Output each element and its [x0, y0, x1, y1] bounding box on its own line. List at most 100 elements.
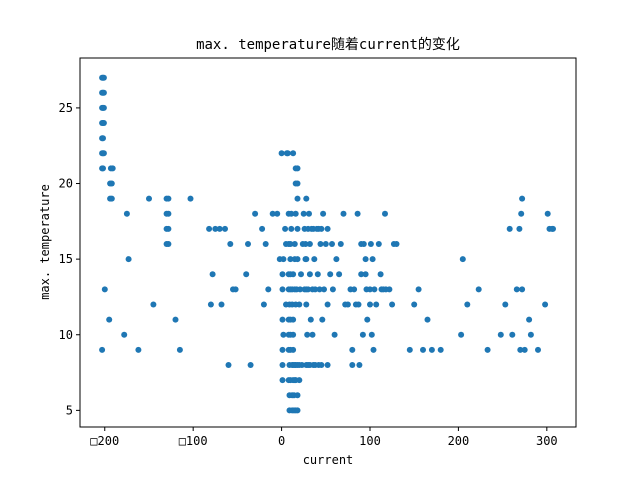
data-point	[389, 301, 396, 308]
data-point	[333, 256, 340, 263]
data-point	[424, 316, 431, 323]
data-point	[459, 256, 466, 263]
data-point	[222, 225, 228, 232]
data-point	[291, 241, 298, 247]
data-point	[150, 301, 157, 308]
data-point	[406, 346, 413, 353]
data-point	[165, 241, 172, 247]
data-point	[302, 241, 309, 247]
data-point	[415, 286, 422, 293]
data-point	[362, 256, 369, 263]
data-point	[340, 210, 347, 217]
data-point	[411, 301, 418, 308]
data-point	[294, 180, 301, 187]
data-point	[484, 346, 491, 353]
data-point	[367, 286, 373, 293]
points-layer	[99, 74, 556, 414]
data-point	[259, 225, 266, 232]
data-point	[304, 331, 311, 338]
data-point	[359, 331, 366, 338]
data-point	[375, 241, 382, 247]
data-point	[108, 180, 115, 187]
data-point	[344, 301, 351, 308]
data-point	[165, 210, 172, 217]
data-point	[526, 316, 533, 323]
data-point	[294, 165, 301, 172]
data-point	[351, 286, 358, 293]
data-point	[100, 135, 106, 142]
data-point	[320, 210, 327, 217]
data-point	[109, 165, 116, 172]
data-point	[274, 210, 281, 217]
x-axis-ticks: □200 □100 0 100 200 300	[90, 427, 558, 448]
data-point	[298, 362, 305, 368]
data-point	[100, 89, 107, 96]
data-point	[317, 241, 324, 247]
data-point	[290, 331, 297, 338]
data-point	[337, 241, 344, 247]
data-point	[437, 346, 444, 353]
data-point	[100, 150, 107, 157]
data-point	[279, 377, 286, 384]
data-point	[428, 346, 435, 353]
data-point	[542, 301, 549, 308]
data-point	[367, 241, 374, 247]
data-point	[370, 346, 377, 353]
data-point	[377, 271, 384, 278]
data-point	[100, 120, 107, 126]
data-point	[318, 362, 325, 368]
data-point	[305, 286, 312, 293]
data-point	[279, 316, 286, 323]
data-point	[209, 271, 216, 278]
data-point	[106, 316, 113, 323]
data-point	[306, 271, 313, 278]
y-tick-label: 15	[59, 252, 73, 266]
y-tick-label: 5	[66, 403, 73, 417]
data-point	[321, 286, 327, 293]
data-point	[216, 225, 223, 232]
data-point	[165, 195, 172, 202]
data-point	[475, 286, 482, 293]
data-point	[225, 362, 232, 368]
data-point	[288, 210, 295, 217]
data-point	[519, 195, 526, 202]
data-point	[260, 301, 267, 308]
data-point	[100, 165, 106, 172]
data-point	[300, 210, 307, 217]
data-point	[527, 331, 534, 338]
data-point	[108, 195, 115, 202]
data-point	[309, 331, 316, 338]
data-point	[360, 241, 367, 247]
data-point	[307, 316, 314, 323]
data-point	[99, 346, 106, 353]
y-tick-label: 10	[59, 328, 73, 342]
x-tick-label: 300	[536, 434, 558, 448]
data-point	[290, 316, 297, 323]
data-point	[312, 286, 319, 293]
y-axis-ticks: 5 10 15 20 25	[59, 101, 80, 417]
data-point	[294, 195, 301, 202]
data-point	[146, 195, 152, 202]
data-point	[497, 331, 504, 338]
data-point	[319, 316, 326, 323]
data-point	[513, 286, 520, 293]
data-point	[287, 241, 294, 247]
data-point	[303, 195, 310, 202]
x-tick-label: 100	[359, 434, 381, 448]
data-point	[367, 301, 373, 308]
data-point	[324, 301, 331, 308]
data-point	[516, 225, 523, 232]
data-point	[303, 256, 310, 263]
data-point	[362, 271, 369, 278]
data-point	[282, 225, 289, 232]
data-point	[262, 241, 269, 247]
data-point	[280, 256, 287, 263]
data-point	[123, 210, 130, 217]
data-point	[218, 301, 225, 308]
data-point	[100, 74, 107, 81]
data-point	[349, 346, 356, 353]
data-point	[535, 346, 541, 353]
data-point	[243, 271, 250, 278]
data-point	[502, 301, 509, 308]
data-point	[287, 256, 294, 263]
